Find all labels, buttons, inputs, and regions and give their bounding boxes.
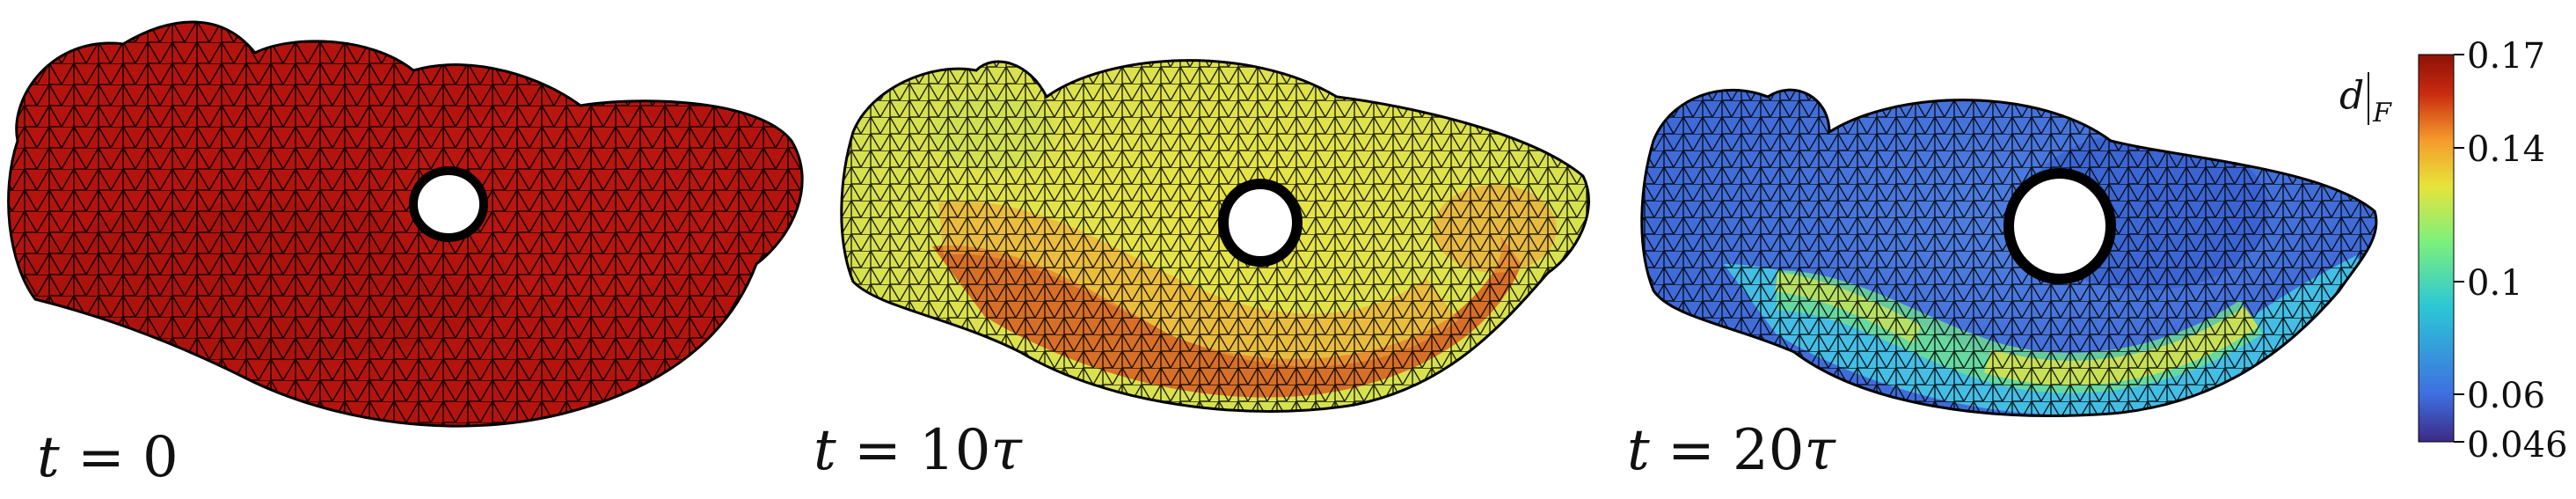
label-equals: = <box>59 425 143 490</box>
label-tau: τ <box>990 418 1022 483</box>
mesh-panel-t0 <box>7 20 804 428</box>
mesh-hole <box>2003 168 2116 284</box>
colorbar-gradient <box>2418 54 2455 443</box>
mesh-panel-t20 <box>1640 88 2378 417</box>
colorbar-tick-label: 0.17 <box>2467 36 2546 77</box>
label-variable: t <box>37 425 60 490</box>
label-equals: = <box>836 418 920 483</box>
mesh-hole <box>409 166 488 242</box>
colorbar-tick-label: 0.06 <box>2467 376 2546 416</box>
label-variable: t <box>1627 418 1650 483</box>
panel-label-t20: t = 20τ <box>1627 422 1835 479</box>
panel-label-t10: t = 10τ <box>814 422 1022 479</box>
label-tau: τ <box>1804 418 1835 483</box>
label-value: 10 <box>919 418 991 483</box>
colorbar-label-main: d <box>2339 73 2365 119</box>
label-value: 0 <box>142 425 179 490</box>
mesh-panel-t10 <box>840 59 1590 413</box>
label-value: 20 <box>1733 418 1805 483</box>
label-equals: = <box>1649 418 1733 483</box>
colorbar-label-bar <box>2368 72 2370 125</box>
colorbar-tick-label: 0.14 <box>2467 129 2546 170</box>
mesh-hole <box>1218 179 1303 267</box>
label-variable: t <box>814 418 836 483</box>
colorbar <box>2418 54 2464 443</box>
colorbar-tick-label: 0.046 <box>2467 425 2568 466</box>
colorbar-tick-label: 0.1 <box>2467 263 2523 304</box>
colorbar-label-sub: F <box>2373 97 2391 128</box>
panel-label-t0: t = 0 <box>37 429 179 486</box>
